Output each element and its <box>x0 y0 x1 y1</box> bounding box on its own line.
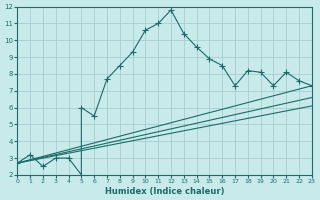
X-axis label: Humidex (Indice chaleur): Humidex (Indice chaleur) <box>105 187 224 196</box>
